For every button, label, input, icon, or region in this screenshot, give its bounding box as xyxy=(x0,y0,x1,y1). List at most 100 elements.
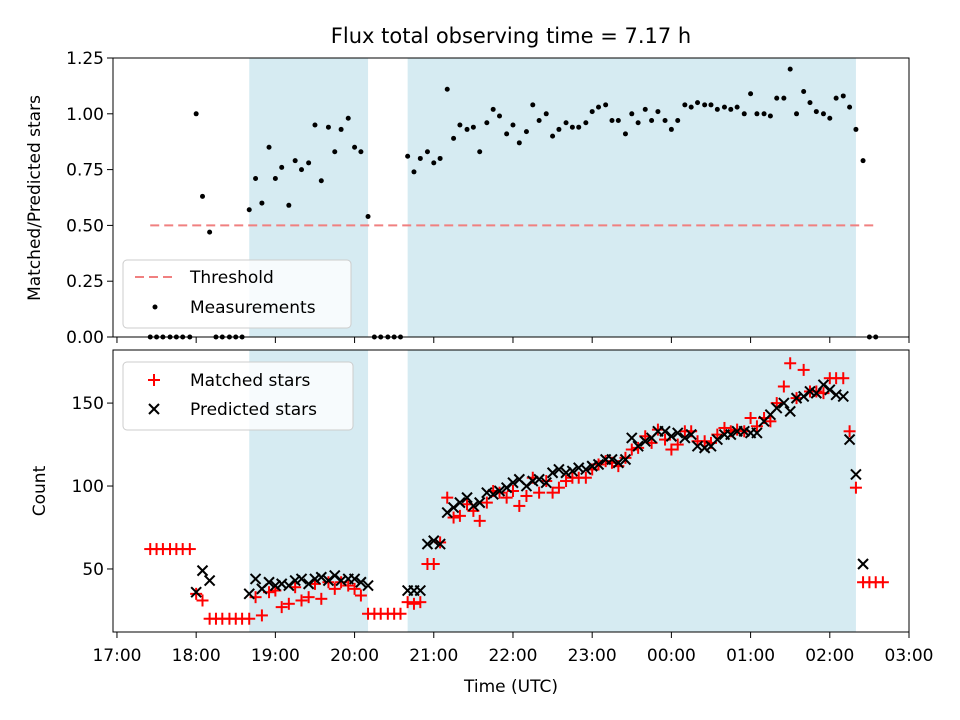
x-tick-label: 22:00 xyxy=(488,646,537,666)
matched-star-point xyxy=(837,372,850,385)
measurement-point xyxy=(306,160,312,166)
measurement-point xyxy=(748,91,754,97)
measurement-point xyxy=(536,117,542,123)
measurement-point xyxy=(629,111,635,117)
measurement-point xyxy=(325,124,331,130)
predicted-star-point xyxy=(857,558,869,570)
measurement-point xyxy=(840,93,846,99)
measurement-point xyxy=(490,106,496,112)
measurement-point xyxy=(682,102,688,108)
observing-interval-2 xyxy=(407,58,856,337)
measurement-point xyxy=(504,131,510,137)
matched-star-point xyxy=(407,597,420,610)
matched-star-point xyxy=(784,357,797,370)
measurement-point xyxy=(292,158,298,164)
matched-star-point xyxy=(750,420,763,433)
predicted-star-point xyxy=(362,579,374,592)
matched-star-point xyxy=(520,489,533,502)
measurement-point xyxy=(603,102,609,108)
measurement-point xyxy=(583,120,589,126)
ratio-panel: 0.00 0.25 0.50 0.75 1.00 1.25 Matched/Predict… xyxy=(25,49,910,348)
matched-star-point xyxy=(473,514,486,527)
legend-threshold-label: Threshold xyxy=(189,268,274,288)
count-panel: 50 100 150 17:00 18:00 19:00 20:00 21:00 22:00 2… xyxy=(30,349,934,697)
measurement-point xyxy=(741,111,747,117)
predicted-star-point xyxy=(566,465,579,477)
matched-star-point xyxy=(560,475,573,488)
predicted-star-point xyxy=(639,435,651,447)
measurement-point xyxy=(813,109,819,115)
predicted-star-point xyxy=(533,473,545,486)
measurement-point xyxy=(411,169,417,175)
top-y-tick-label: 0.00 xyxy=(66,328,104,348)
measurement-point xyxy=(246,207,252,213)
predicted-star-point xyxy=(546,467,559,479)
measurement-point xyxy=(299,167,305,173)
measurement-point xyxy=(563,120,569,126)
predicted-star-point xyxy=(190,586,202,598)
matched-star-point xyxy=(665,443,678,456)
matched-star-point xyxy=(500,491,513,504)
x-tick-label: 19:00 xyxy=(251,646,300,666)
measurement-point xyxy=(266,144,272,150)
top-y-tick-label: 0.50 xyxy=(66,216,104,236)
top-plot-frame xyxy=(112,57,910,338)
legend-measurements-label: Measurements xyxy=(190,298,316,318)
top-shaded-intervals xyxy=(249,58,856,337)
matched-star-point xyxy=(552,481,565,494)
matched-star-point xyxy=(255,609,268,622)
matched-star-point xyxy=(876,576,889,589)
matched-star-point xyxy=(718,421,731,434)
measurement-point xyxy=(431,160,437,166)
x-tick-label: 02:00 xyxy=(805,646,854,666)
measurement-point xyxy=(596,104,602,110)
measurement-point xyxy=(530,102,536,108)
measurement-points xyxy=(147,66,879,340)
matched-star-point xyxy=(342,579,355,592)
measurement-point xyxy=(781,95,787,101)
legend-matched-label: Matched stars xyxy=(190,371,310,391)
matched-star-point xyxy=(540,475,553,488)
predicted-star-point xyxy=(665,430,678,442)
legend-matched-swatch xyxy=(148,374,160,386)
matched-star-point xyxy=(427,557,440,570)
x-tick-label: 17:00 xyxy=(92,646,141,666)
measurement-point xyxy=(820,111,826,117)
measurement-point xyxy=(272,176,278,182)
top-y-tick-label: 1.00 xyxy=(66,105,104,125)
matched-star-point xyxy=(414,596,427,609)
matched-star-point xyxy=(183,543,196,556)
measurement-point xyxy=(833,95,839,101)
measurement-point xyxy=(200,193,206,199)
bottom-legend-box xyxy=(122,361,354,431)
bottom-x-axis-ticks: 17:00 18:00 19:00 20:00 21:00 22:00 23:00 00:00… xyxy=(92,632,934,666)
measurement-point xyxy=(464,126,470,132)
predicted-star-point xyxy=(843,433,856,446)
measurement-point xyxy=(543,111,549,117)
measurement-point xyxy=(338,126,344,132)
predicted-star-point xyxy=(414,584,427,597)
predicted-star-point xyxy=(507,476,519,489)
predicted-star-point xyxy=(778,397,790,409)
top-legend: Threshold Measurements xyxy=(122,259,352,329)
matched-star-point xyxy=(394,607,407,620)
predicted-star-point xyxy=(553,463,565,476)
matched-star-point xyxy=(777,380,790,393)
predicted-star-point xyxy=(751,427,763,439)
measurement-point xyxy=(649,117,655,123)
measurement-point xyxy=(312,122,318,128)
measurement-point xyxy=(688,104,694,110)
matched-star-point xyxy=(698,435,711,448)
bottom-plot-frame xyxy=(112,349,910,633)
matched-star-point xyxy=(348,582,361,595)
bottom-y-tick-label: 100 xyxy=(72,477,104,497)
matched-star-point xyxy=(513,499,526,512)
matched-star-point xyxy=(579,471,592,484)
predicted-star-point xyxy=(249,573,262,585)
matched-star-point xyxy=(671,438,684,451)
measurement-point xyxy=(497,113,503,119)
predicted-star-point xyxy=(626,432,638,444)
top-y-tick-label: 1.25 xyxy=(66,49,104,69)
matched-star-point xyxy=(441,491,454,504)
measurement-point xyxy=(332,149,338,155)
